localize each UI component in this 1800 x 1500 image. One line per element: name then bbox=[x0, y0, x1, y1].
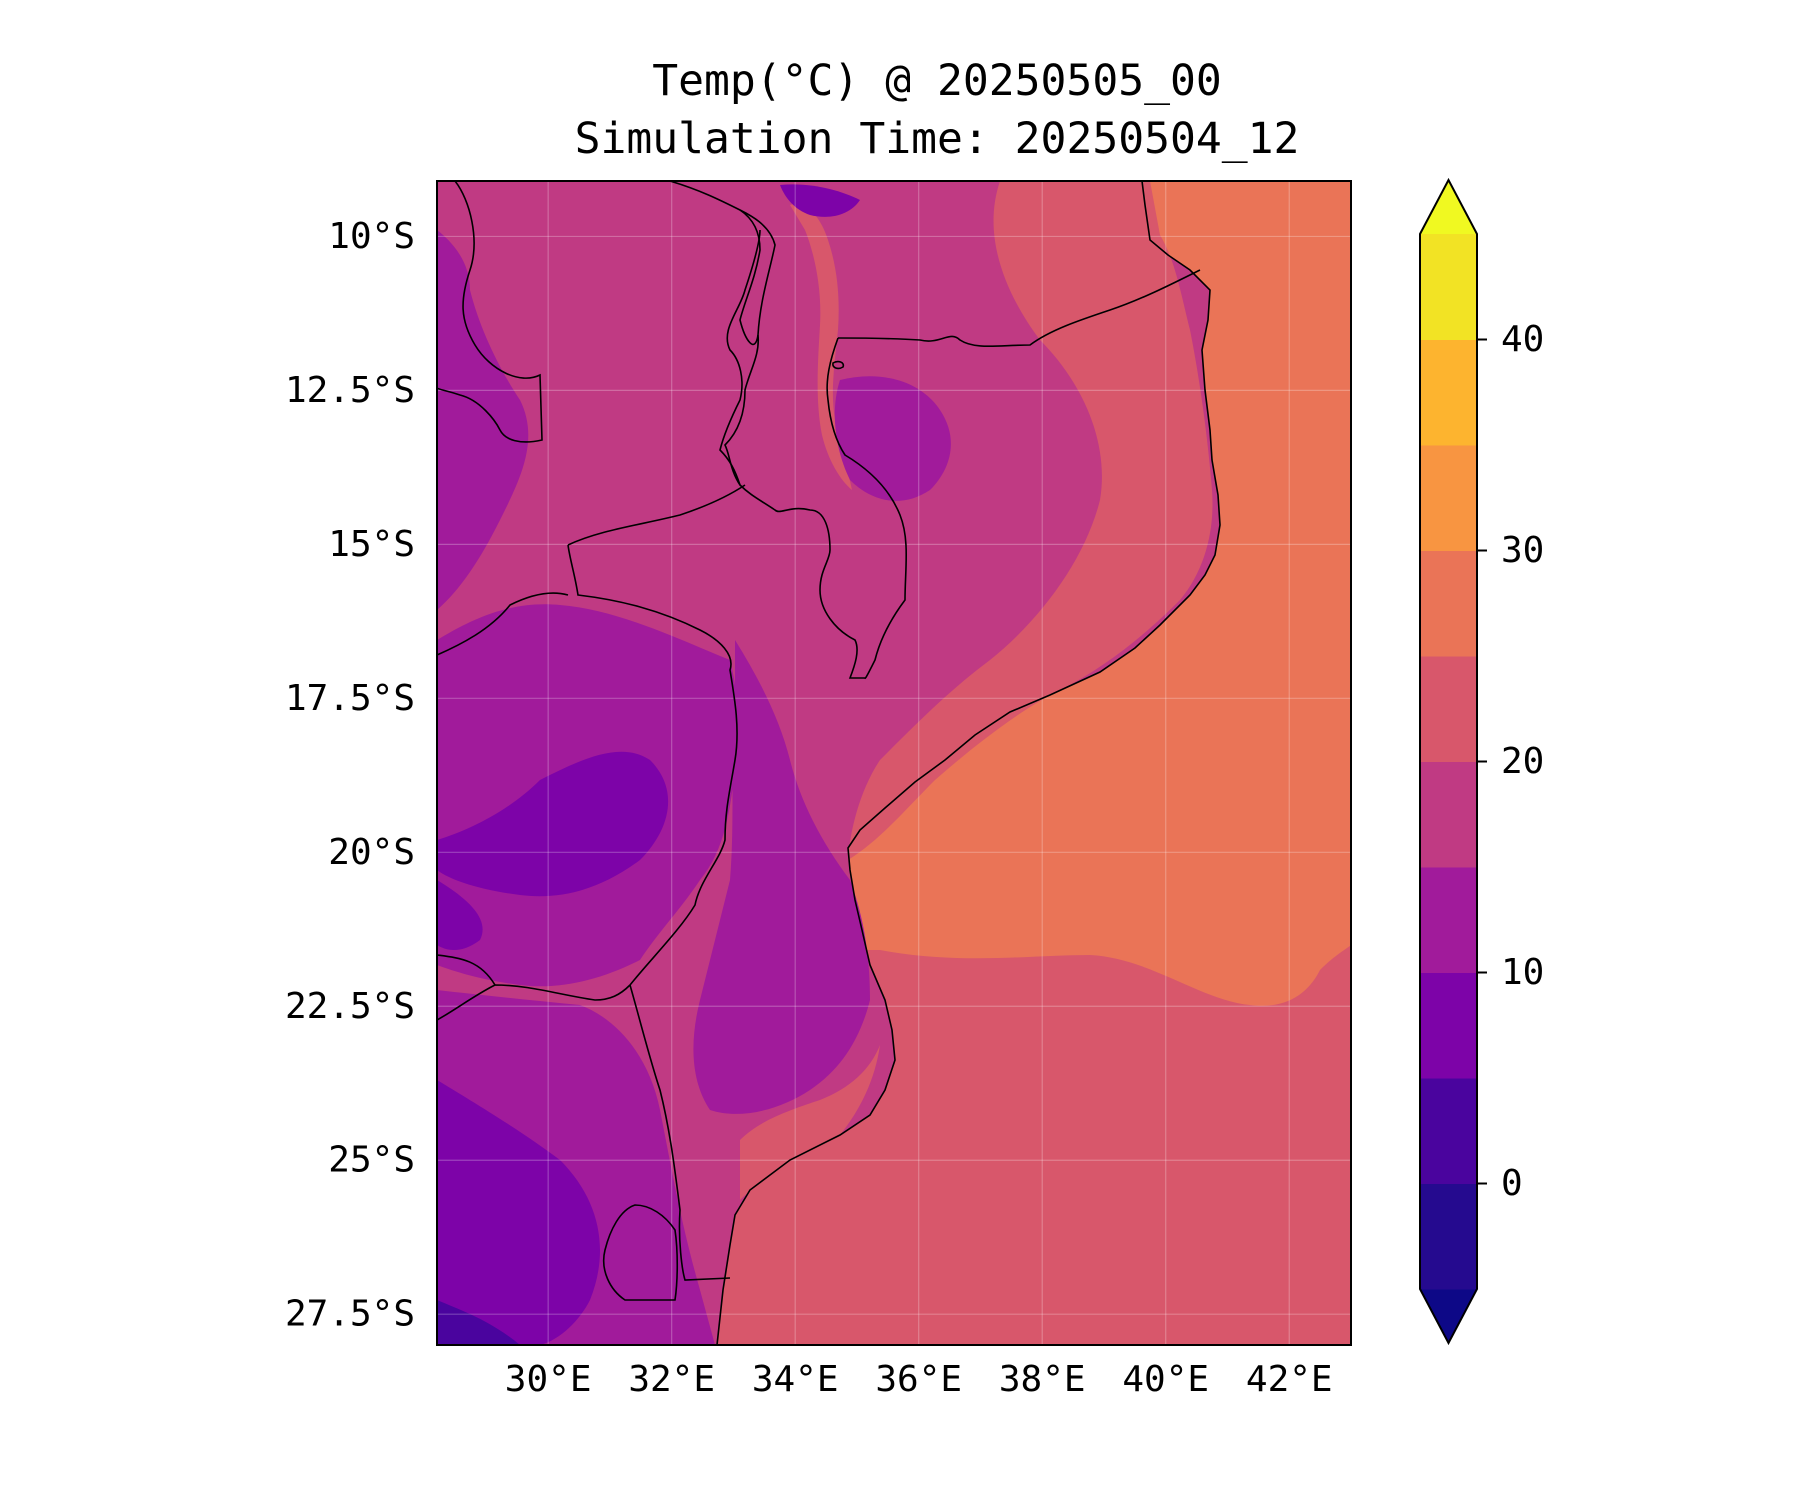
south-africa-mozambique-border bbox=[629, 984, 731, 1281]
zambia-cool-zone bbox=[437, 230, 529, 610]
gridlines bbox=[437, 181, 1351, 1345]
lesotho-eswatini-cold-zone bbox=[437, 1080, 600, 1345]
map-title: Temp(°C) @ 20250505_00 Simulation Time: … bbox=[437, 52, 1437, 168]
colorbar-segment bbox=[1420, 656, 1477, 762]
lat-tick-label: 10°S bbox=[328, 216, 415, 257]
colorbar-segment bbox=[1420, 550, 1477, 657]
tanzania-mozambique-border bbox=[837, 269, 1201, 348]
longitude-axis: 30°E 32°E 34°E 36°E 38°E 40°E 42°E bbox=[505, 1359, 1333, 1400]
colorbar-under-extension bbox=[1420, 1289, 1477, 1343]
lat-tick-label: 27.5°S bbox=[285, 1294, 415, 1335]
eswatini-border bbox=[603, 1204, 679, 1301]
lon-tick-label: 36°E bbox=[875, 1359, 962, 1400]
zimbabwe-cold-zone bbox=[437, 751, 669, 897]
colorbar-segment bbox=[1420, 972, 1477, 1079]
lon-tick-label: 30°E bbox=[505, 1359, 592, 1400]
lake-malawi-island bbox=[832, 360, 845, 370]
lon-tick-label: 34°E bbox=[752, 1359, 839, 1400]
lon-tick-label: 40°E bbox=[1122, 1359, 1209, 1400]
lat-tick-label: 15°S bbox=[328, 524, 415, 565]
map-frame bbox=[436, 180, 1352, 1346]
colorbar-segment bbox=[1420, 1183, 1477, 1290]
tanzania-zambia-border bbox=[669, 181, 761, 346]
coastal-lowland-zone bbox=[848, 181, 1213, 860]
colorbar-tick-label: 20 bbox=[1501, 741, 1544, 782]
lon-tick-label: 38°E bbox=[999, 1359, 1086, 1400]
lon-tick-label: 32°E bbox=[628, 1359, 715, 1400]
colorbar-tick-label: 30 bbox=[1501, 530, 1544, 571]
title-line-1: Temp(°C) @ 20250505_00 bbox=[652, 56, 1222, 106]
map-area bbox=[437, 181, 1351, 1345]
colorbar-segment bbox=[1420, 1078, 1477, 1184]
zimbabwe-zambia-border bbox=[437, 592, 569, 656]
colorbar-tick-label: 0 bbox=[1501, 1163, 1523, 1204]
colorbar: 0 10 20 30 40 bbox=[1419, 177, 1544, 1346]
colorbar-tick-label: 40 bbox=[1501, 319, 1544, 360]
drc-zambia-border bbox=[437, 181, 543, 443]
lon-tick-label: 42°E bbox=[1246, 1359, 1333, 1400]
lat-tick-label: 12.5°S bbox=[285, 370, 415, 411]
zimbabwe-south-africa-border bbox=[437, 984, 631, 1021]
south-africa-east-cold-zone bbox=[437, 880, 483, 950]
colorbar-segment bbox=[1420, 234, 1477, 340]
lat-tick-label: 20°S bbox=[328, 832, 415, 873]
far-south-coldest-zone bbox=[437, 1300, 520, 1345]
malawi-border bbox=[724, 209, 908, 680]
colorbar-outline bbox=[1419, 177, 1478, 1346]
southern-coastal-zone bbox=[740, 1045, 880, 1200]
latitude-axis: 10°S 12.5°S 15°S 17.5°S 20°S 22.5°S 25°S 27.5°S bbox=[285, 216, 415, 1335]
mozambique-interior-cool-zone bbox=[693, 640, 870, 1114]
colorbar-tick-label: 10 bbox=[1501, 952, 1544, 993]
northern-plateau-cool-zone bbox=[834, 376, 951, 501]
colorbar-segment bbox=[1420, 867, 1477, 973]
colorbar-segment bbox=[1420, 339, 1477, 446]
lat-tick-label: 25°S bbox=[328, 1140, 415, 1181]
lake-malawi-warm-strip bbox=[790, 204, 852, 490]
lat-tick-label: 22.5°S bbox=[285, 986, 415, 1027]
lat-tick-label: 17.5°S bbox=[285, 678, 415, 719]
zimbabwe-mozambique-border bbox=[567, 544, 738, 986]
botswana-border bbox=[437, 954, 496, 986]
country-borders bbox=[437, 181, 1221, 1345]
colorbar-segment bbox=[1420, 445, 1477, 551]
title-line-2: Simulation Time: 20250504_12 bbox=[574, 114, 1300, 164]
northern-cold-patch bbox=[780, 184, 860, 217]
coastline bbox=[716, 181, 1221, 1345]
colorbar-segment bbox=[1420, 761, 1477, 868]
zambia-mozambique-border bbox=[567, 484, 746, 546]
colorbar-over-extension bbox=[1420, 180, 1477, 234]
zambia-malawi-border bbox=[719, 229, 761, 486]
